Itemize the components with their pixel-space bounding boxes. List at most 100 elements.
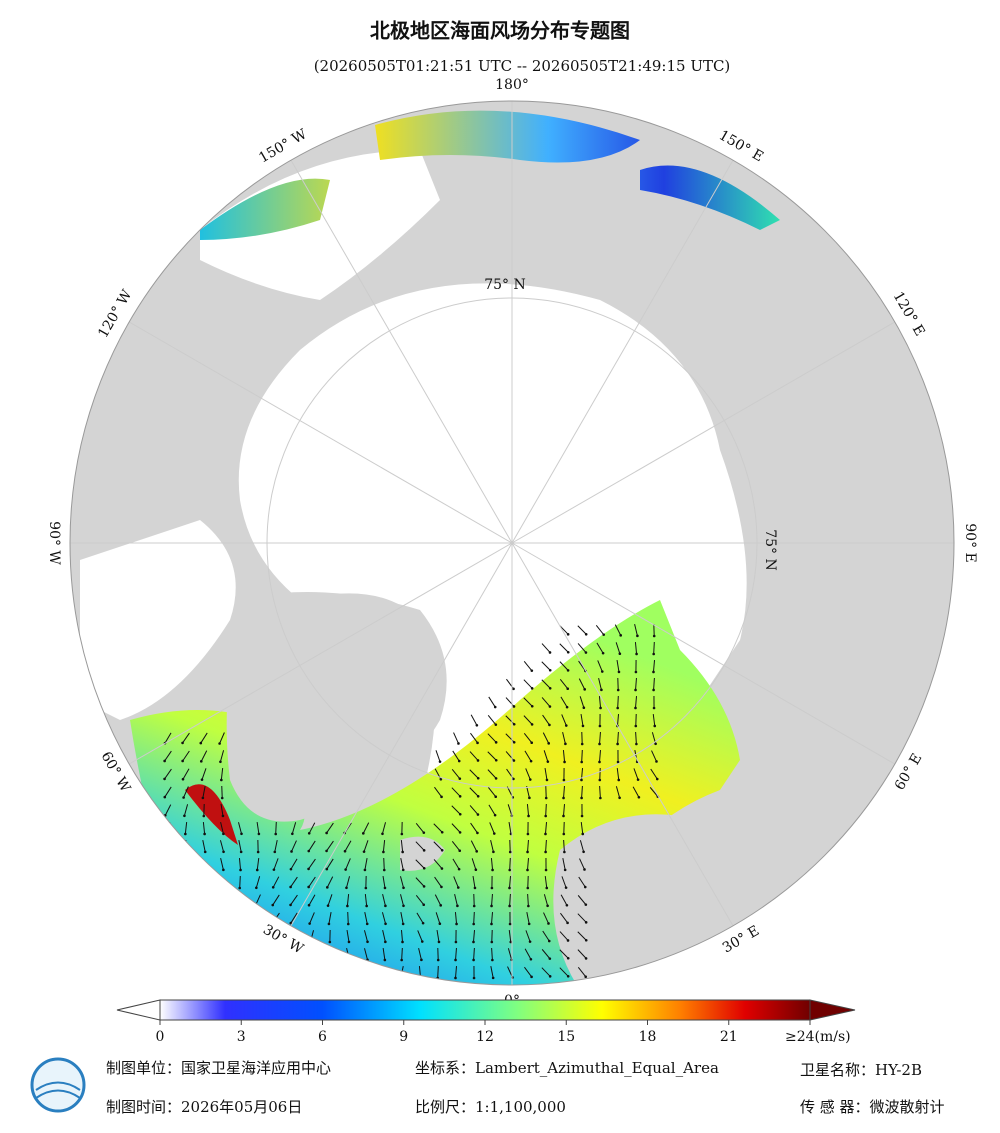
wind-arrow-head [164, 832, 168, 835]
wind-arrow [524, 948, 532, 960]
wind-arrow [219, 930, 225, 942]
wind-arrow [544, 767, 548, 781]
wind-arrow-head [401, 922, 405, 926]
wind-arrow-head [440, 848, 444, 852]
wind-arrow-head [220, 904, 224, 908]
wind-arrow-head [548, 705, 552, 708]
sea [80, 520, 236, 720]
wind-arrow-head [348, 958, 351, 962]
wind-arrow-head [528, 778, 532, 781]
wind-arrow [488, 696, 496, 708]
colorbar: 0 3 6 9 12 15 18 21 ≥24(m/s) [116, 999, 856, 1045]
subtitle: (20260505T01:21:51 UTC -- 20260505T21:49… [314, 57, 731, 75]
wind-arrow [615, 786, 621, 798]
wind-arrow-head [384, 940, 387, 944]
wind-arrow-head [438, 922, 442, 926]
wind-arrow [326, 822, 334, 834]
wind-arrow-head [218, 958, 221, 961]
wind-arrow-head [167, 958, 171, 962]
map [70, 101, 954, 985]
wind-arrow [220, 911, 224, 925]
wind-arrow-head [490, 904, 493, 908]
wind-arrow [562, 749, 566, 763]
wind-arrow-head [600, 670, 604, 673]
wind-arrow-head [382, 850, 385, 854]
wind-arrow [617, 731, 619, 745]
wind-arrow-head [584, 921, 588, 924]
wind-arrow-head [581, 832, 585, 836]
wind-arrow-head [566, 956, 570, 960]
wind-arrow [581, 749, 583, 763]
wind-arrow-head [165, 850, 169, 854]
wind-arrow-head [202, 940, 206, 944]
wind-arrow-head [200, 976, 204, 979]
wind-arrow [508, 875, 512, 889]
wind-arrow-head [529, 957, 533, 961]
wind-arrow [308, 876, 316, 888]
wind-arrow-head [307, 832, 311, 835]
wind-arrow [435, 750, 441, 762]
wind-arrow-head [526, 850, 529, 854]
wind-arrow [541, 661, 551, 671]
wind-arrow-head [616, 706, 619, 710]
wind-arrow-head [422, 866, 426, 870]
wind-arrow-head [348, 976, 351, 980]
wind-arrow-head [204, 868, 207, 872]
wind-arrow [595, 624, 605, 636]
wind-arrow-head [382, 868, 386, 872]
wind-arrow [563, 785, 565, 799]
wind-arrow [363, 840, 369, 852]
wind-arrow [326, 858, 334, 870]
wind-arrow-head [168, 922, 171, 926]
wind-arrow-head [562, 778, 566, 782]
wind-arrow-head [222, 832, 225, 836]
wind-arrow-head [472, 904, 476, 908]
wind-arrow-head [271, 903, 275, 907]
wind-arrow-head [204, 886, 207, 890]
wind-arrow [291, 840, 297, 852]
wind-arrow [579, 840, 585, 852]
wind-arrow [416, 912, 424, 924]
wind-arrow [272, 894, 280, 906]
wind-arrow [580, 713, 584, 727]
wind-arrow-head [564, 886, 568, 889]
wind-arrow [634, 624, 638, 636]
wind-arrow [469, 787, 479, 797]
wind-arrow-head [436, 958, 440, 962]
wind-arrow [578, 660, 586, 672]
wind-arrow-head [271, 886, 275, 889]
wind-arrow [165, 822, 171, 834]
wind-arrow [415, 841, 425, 851]
wind-arrow-head [384, 922, 387, 926]
wind-arrow-head [634, 724, 638, 728]
wind-arrow [454, 894, 458, 906]
wind-arrow [616, 713, 620, 727]
wind-arrow [599, 785, 601, 799]
wind-arrow [616, 659, 620, 673]
wind-arrow-head [492, 850, 495, 854]
wind-arrow-head [346, 922, 350, 926]
wind-arrow [542, 930, 550, 942]
wind-arrow-head [235, 957, 239, 961]
wind-arrow [166, 840, 170, 852]
wind-arrow [346, 929, 350, 943]
wind-arrow-head [526, 832, 530, 836]
wind-arrow-head [381, 832, 384, 836]
wind-arrow-head [181, 759, 184, 763]
wind-arrow [473, 911, 475, 925]
wind-arrow-head [580, 760, 583, 764]
wind-arrow [238, 857, 242, 871]
wind-arrow-head [636, 634, 639, 638]
wind-arrow-head [219, 922, 223, 926]
wind-arrow-head [307, 903, 311, 907]
wind-arrow-head [526, 886, 530, 890]
wind-arrow [434, 786, 442, 798]
wind-arrow [649, 787, 659, 797]
wind-arrow-head [472, 940, 475, 944]
wind-arrows [163, 623, 660, 980]
map-border [69, 100, 955, 986]
meridian [511, 159, 734, 544]
wind-arrow [364, 966, 368, 978]
wind-arrow-head [203, 832, 206, 836]
wind-arrow [560, 696, 568, 708]
